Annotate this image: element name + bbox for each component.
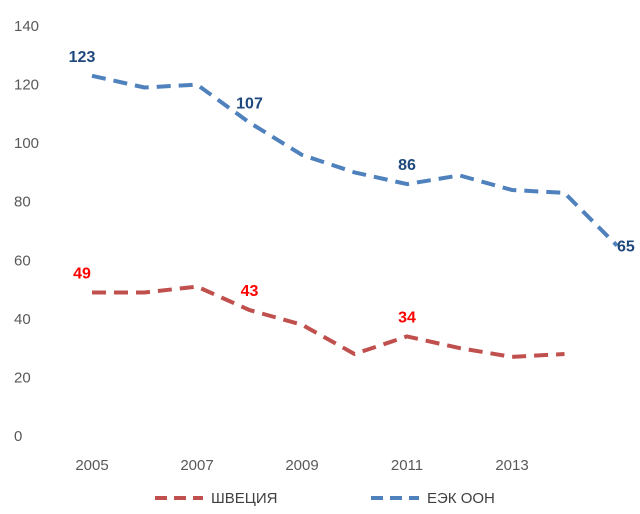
series-line-0 bbox=[92, 284, 565, 359]
x-tick-label: 2005 bbox=[75, 457, 108, 474]
y-tick-label: 80 bbox=[14, 194, 31, 211]
y-tick-label: 120 bbox=[14, 77, 39, 94]
legend: ШВЕЦИЯ ЕЭК ООН bbox=[155, 490, 495, 507]
data-label: 86 bbox=[398, 157, 416, 174]
data-label: 34 bbox=[398, 309, 416, 326]
data-label: 123 bbox=[69, 49, 96, 66]
x-tick-label: 2013 bbox=[495, 457, 528, 474]
x-tick-label: 2007 bbox=[180, 457, 213, 474]
data-label: 43 bbox=[241, 283, 259, 300]
y-tick-label: 100 bbox=[14, 135, 39, 152]
y-tick-label: 60 bbox=[14, 252, 31, 269]
data-labels: 49 43 34 123 107 86 65 bbox=[69, 49, 635, 327]
x-axis: 2005 2007 2009 2011 2013 bbox=[75, 457, 528, 474]
series-layer bbox=[91, 73, 619, 359]
y-axis: 0 20 40 60 80 100 120 140 bbox=[14, 18, 39, 445]
legend-label: ШВЕЦИЯ bbox=[211, 490, 277, 507]
x-tick-label: 2011 bbox=[391, 457, 423, 474]
x-tick-label: 2009 bbox=[285, 457, 318, 474]
y-tick-label: 40 bbox=[14, 311, 31, 328]
y-tick-label: 140 bbox=[14, 18, 39, 35]
data-label: 107 bbox=[236, 96, 263, 113]
data-label: 49 bbox=[73, 266, 91, 283]
legend-label: ЕЭК ООН bbox=[427, 490, 495, 507]
y-tick-label: 20 bbox=[14, 369, 31, 386]
series-line-1 bbox=[91, 73, 619, 248]
y-tick-label: 0 bbox=[14, 428, 22, 445]
data-label: 65 bbox=[617, 239, 635, 256]
